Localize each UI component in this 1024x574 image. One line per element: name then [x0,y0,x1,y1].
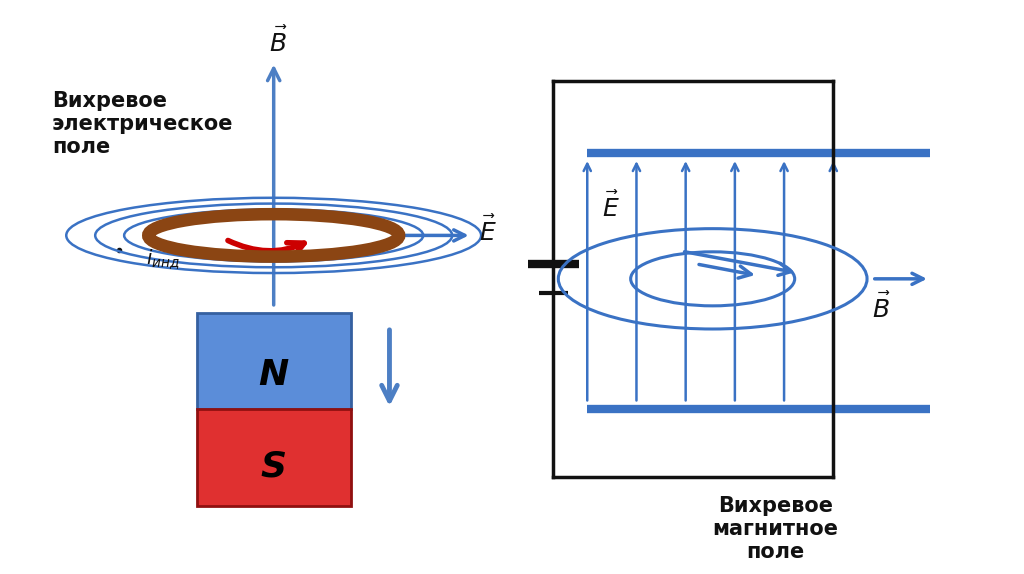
Text: S: S [261,450,287,484]
Text: $\vec{E}$: $\vec{E}$ [479,216,497,246]
Text: N: N [259,358,289,392]
Text: Вихревое
магнитное
поле: Вихревое магнитное поле [713,496,839,563]
Text: Вихревое
электрическое
поле: Вихревое электрическое поле [52,91,233,157]
Text: $\vec{B}$: $\vec{B}$ [269,27,288,57]
Text: $i_{\mathit{инд}}$: $i_{\mathit{инд}}$ [145,247,179,272]
Bar [197,313,351,409]
Text: $\vec{E}$: $\vec{E}$ [602,192,620,222]
Bar [197,409,351,506]
Text: $\vec{B}$: $\vec{B}$ [871,293,890,323]
